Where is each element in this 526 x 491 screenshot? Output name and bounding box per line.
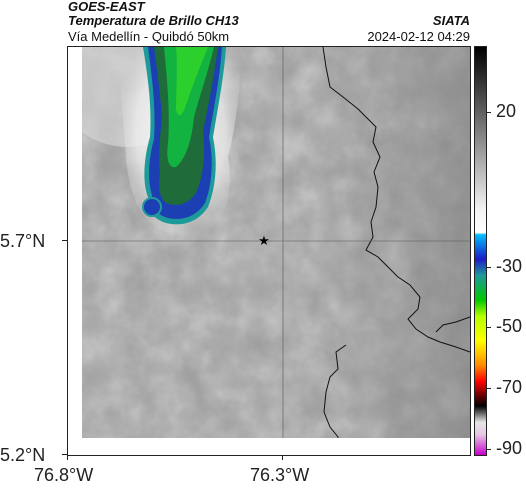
colorbar-label-minus50: -50 — [496, 316, 523, 336]
border-line-south — [323, 344, 347, 455]
region-label: Vía Medellín - Quibdó 50km — [68, 29, 230, 44]
brightness-temperature-map: ★ — [68, 47, 470, 455]
colorbar-label-minus90: -90 — [496, 438, 523, 458]
agency-label: SIATA — [432, 13, 470, 28]
lat-label-5-7: 5.7°N — [0, 231, 46, 251]
colorbar — [474, 46, 487, 456]
lon-label-76-3: 76.3°W — [250, 465, 310, 485]
colorbar-label-minus30: -30 — [496, 256, 523, 276]
satellite-title: GOES-EAST — [68, 0, 145, 14]
lat-label-5-2: 5.2°N — [0, 445, 46, 465]
cold-cloud-top-blob — [142, 197, 162, 217]
colorbar-label-20: 20 — [496, 101, 517, 121]
map-panel: ★ — [67, 46, 471, 456]
star-icon: ★ — [258, 234, 270, 249]
colorbar-label-minus70: -70 — [496, 377, 523, 397]
lon-label-76-8: 76.8°W — [34, 465, 94, 485]
border-line — [322, 47, 470, 353]
datetime-label: 2024-02-12 04:29 — [367, 29, 470, 44]
product-title: Temperatura de Brillo CH13 — [68, 13, 239, 28]
